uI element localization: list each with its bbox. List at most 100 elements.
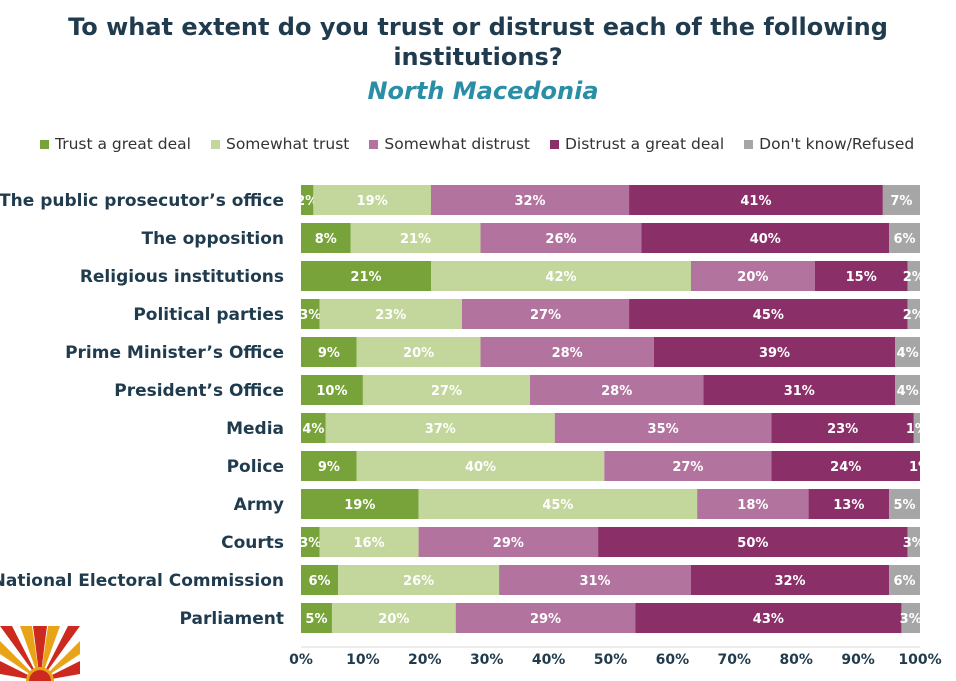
- bar-segment: [889, 223, 920, 253]
- data-label: 18%: [737, 498, 768, 513]
- bar-segment: [653, 337, 896, 367]
- data-label: 27%: [672, 460, 703, 475]
- data-label: 24%: [830, 460, 861, 475]
- data-label: 8%: [315, 232, 337, 247]
- legend-label: Trust a great deal: [55, 135, 191, 153]
- bar-segment: [301, 413, 326, 443]
- bar-segment: [554, 413, 772, 443]
- legend: Trust a great deal Somewhat trust Somewhat…: [40, 134, 934, 154]
- bar-segment: [697, 489, 809, 519]
- category-label: Media: [226, 419, 284, 439]
- data-label: 4%: [897, 384, 919, 399]
- bar-segment: [907, 261, 920, 291]
- bar-segment: [331, 603, 456, 633]
- bar-segment: [808, 489, 890, 519]
- north-macedonia-sun-logo: [0, 626, 80, 681]
- data-label: 16%: [354, 536, 385, 551]
- legend-item: Don't know/Refused: [744, 135, 914, 153]
- legend-swatch: [744, 139, 754, 149]
- bar-segment: [461, 299, 630, 329]
- bar-segment: [629, 185, 883, 215]
- category-label: Parliament: [180, 609, 284, 629]
- bar-segment: [301, 603, 332, 633]
- legend-item: Somewhat trust: [210, 135, 349, 153]
- bar-segment: [301, 565, 339, 595]
- bar-segment: [814, 261, 908, 291]
- category-label: The public prosecutor’s office: [0, 191, 284, 211]
- data-label: 45%: [542, 498, 573, 513]
- data-label: 41%: [740, 194, 771, 209]
- bar-segment: [313, 185, 431, 215]
- bar-segment: [690, 565, 890, 595]
- category-label: National Electoral Commission: [0, 571, 284, 591]
- x-tick-label: 60%: [656, 652, 690, 668]
- bar-segment: [907, 299, 920, 329]
- bar-segment: [598, 527, 908, 557]
- data-label: 32%: [514, 194, 545, 209]
- bar-segment: [889, 565, 920, 595]
- data-label: 6%: [893, 232, 915, 247]
- data-label: 9%: [318, 460, 340, 475]
- data-label: 19%: [357, 194, 388, 209]
- bar-segment: [338, 565, 500, 595]
- legend-label: Distrust a great deal: [564, 135, 725, 153]
- data-label: 3%: [900, 612, 922, 627]
- legend-label: Somewhat distrust: [384, 135, 530, 153]
- category-label: Police: [227, 457, 284, 477]
- bar-segment: [641, 223, 890, 253]
- legend-swatch: [40, 139, 49, 149]
- bar-segment: [895, 337, 920, 367]
- data-label: 32%: [774, 574, 805, 589]
- data-label: 35%: [648, 422, 679, 437]
- bar-segment: [690, 261, 815, 291]
- x-tick-label: 30%: [470, 652, 504, 668]
- data-label: 31%: [784, 384, 815, 399]
- data-label: 39%: [759, 346, 790, 361]
- x-tick-label: 50%: [594, 652, 628, 668]
- data-label: 37%: [425, 422, 456, 437]
- x-tick-label: 20%: [408, 652, 442, 668]
- bar-segment: [635, 603, 902, 633]
- legend-label: Don't know/Refused: [759, 135, 915, 153]
- legend-swatch: [369, 139, 379, 149]
- category-label: Courts: [221, 533, 284, 553]
- data-label: 40%: [750, 232, 781, 247]
- category-label: The opposition: [141, 229, 284, 249]
- data-label: 3%: [299, 308, 321, 323]
- x-tick-label: 0%: [289, 652, 313, 668]
- data-label: 13%: [833, 498, 864, 513]
- bar-segment: [418, 489, 698, 519]
- data-label: 29%: [493, 536, 524, 551]
- bar-segment: [319, 527, 419, 557]
- category-label: Prime Minister’s Office: [65, 343, 284, 363]
- bar-segment: [629, 299, 908, 329]
- bar-segment: [604, 451, 772, 481]
- bar-segment: [301, 261, 431, 291]
- bar-segment: [301, 527, 320, 557]
- data-label: 6%: [309, 574, 331, 589]
- data-label: 40%: [465, 460, 496, 475]
- bar-segment: [301, 375, 363, 405]
- data-label: 5%: [893, 498, 915, 513]
- bar-segment: [301, 489, 419, 519]
- data-label: 2%: [903, 270, 925, 285]
- bar-segment: [455, 603, 636, 633]
- data-label: 2%: [903, 308, 925, 323]
- category-label: Religious institutions: [80, 267, 284, 287]
- data-label: 23%: [375, 308, 406, 323]
- bar-segment: [480, 223, 642, 253]
- bar-segment: [480, 337, 654, 367]
- x-tick-label: 100%: [898, 652, 941, 668]
- data-label: 20%: [403, 346, 434, 361]
- data-label: 5%: [305, 612, 327, 627]
- legend-item: Somewhat distrust: [369, 135, 530, 153]
- data-label: 3%: [299, 536, 321, 551]
- bar-segment: [499, 565, 691, 595]
- x-tick-label: 80%: [779, 652, 813, 668]
- x-tick-label: 40%: [532, 652, 566, 668]
- data-label: 1%: [906, 422, 928, 437]
- bar-segment: [301, 185, 314, 215]
- data-label: 1%: [909, 460, 931, 475]
- bar-segment: [319, 299, 462, 329]
